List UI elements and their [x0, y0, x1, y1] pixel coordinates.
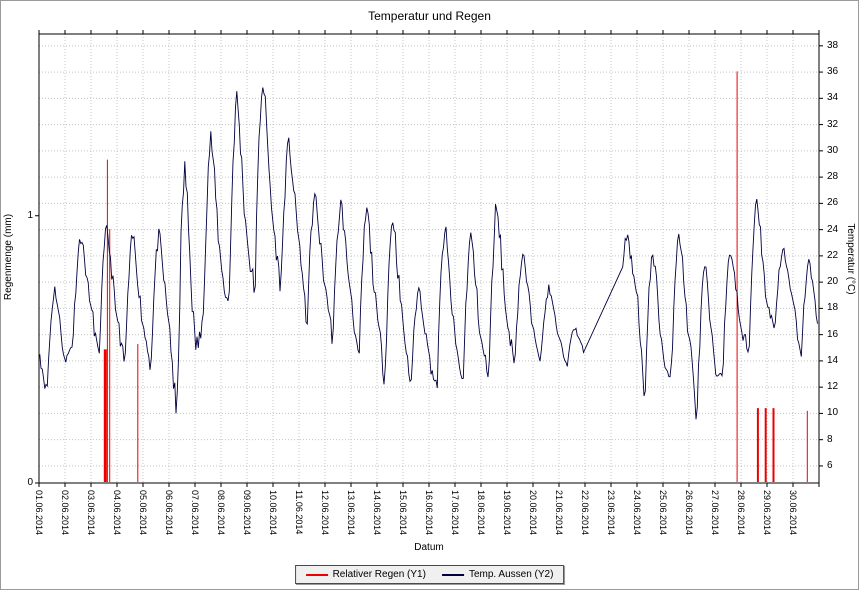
rain-legend-label: Relativer Regen (Y1) [332, 569, 426, 580]
legend-entry-temp: Temp. Aussen (Y2) [441, 569, 554, 580]
legend: Relativer Regen (Y1) Temp. Aussen (Y2) [294, 565, 565, 584]
temp-legend-label: Temp. Aussen (Y2) [468, 569, 554, 580]
y2-axis-title: Temperatur (°C) [845, 223, 856, 295]
legend-entry-rain: Relativer Regen (Y1) [305, 569, 426, 580]
temp-legend-swatch [441, 573, 464, 576]
y1-axis-title: Regenmenge (mm) [3, 213, 14, 301]
rain-legend-swatch [305, 573, 328, 576]
chart-title: Temperatur und Regen [368, 9, 491, 23]
x-axis-title: Datum [414, 542, 444, 553]
